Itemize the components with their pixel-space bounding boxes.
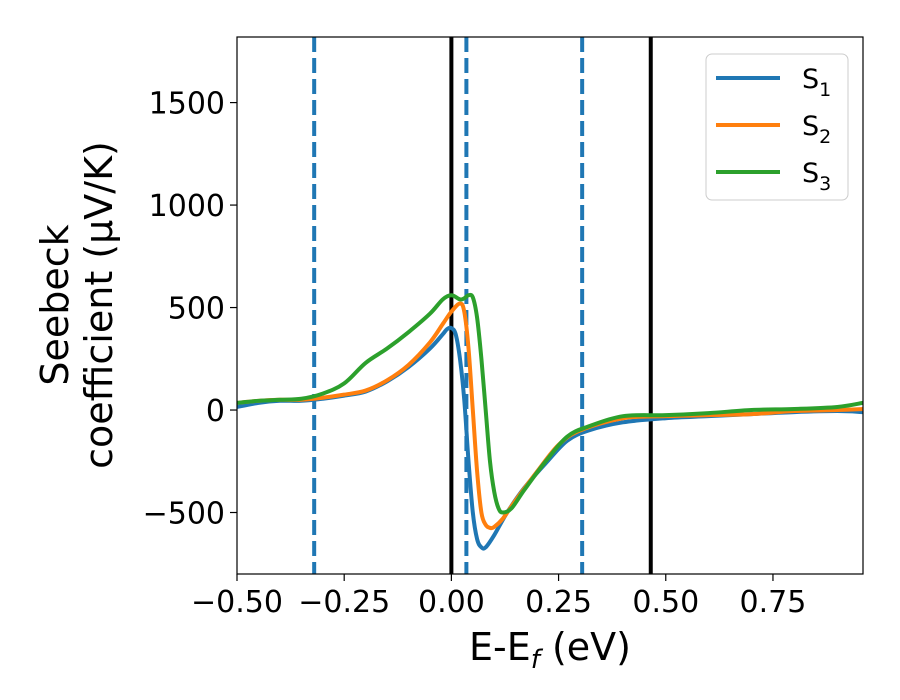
x-axis: −0.50 −0.25 0.00 0.25 0.50 0.75 (191, 574, 806, 620)
y-tick-label: 1500 (149, 87, 225, 122)
x-tick-label: −0.50 (191, 585, 283, 620)
y-tick-label: 0 (206, 394, 225, 429)
y-axis-title-line1: Seebeck (33, 224, 77, 385)
y-axis: −500 0 500 1000 1500 (143, 87, 237, 532)
plot-frame (236, 36, 864, 575)
legend-label-s3: S3 (802, 158, 831, 195)
series-line-s3 (237, 292, 863, 515)
y-tick-label: 1000 (149, 189, 225, 224)
x-tick-label: 0.00 (418, 585, 485, 620)
x-tick-label: 0.50 (632, 585, 699, 620)
x-tick-label: 0.75 (740, 585, 807, 620)
legend-label-s1: S1 (802, 64, 831, 101)
y-tick-label: 500 (168, 292, 225, 327)
legend-label-s2: S2 (802, 111, 831, 148)
x-tick-label: 0.25 (525, 585, 592, 620)
vertical-reference-lines (312, 37, 653, 574)
y-tick-label: −500 (143, 497, 225, 532)
series-layer (237, 292, 863, 551)
x-tick-label: −0.25 (298, 585, 390, 620)
legend: S1 S2 S3 (705, 53, 849, 201)
x-axis-title: E-Ef (eV) (469, 625, 631, 675)
y-axis-title-line2: coefficient (μV/K) (77, 141, 121, 469)
